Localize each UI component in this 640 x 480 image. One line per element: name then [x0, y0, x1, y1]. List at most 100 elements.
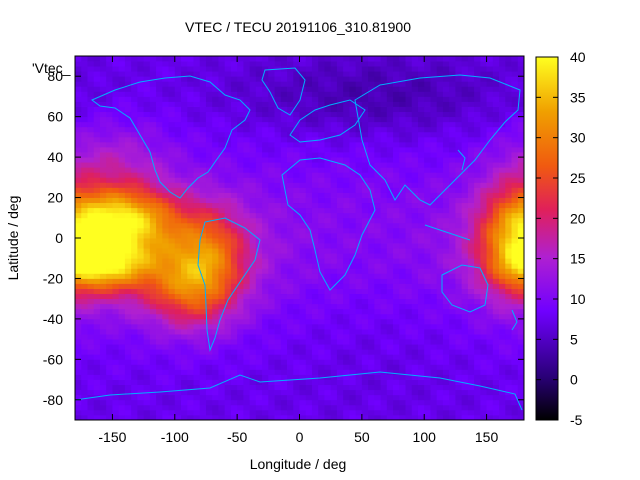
- heatmap-cell: [187, 187, 194, 193]
- heatmap-cell: [355, 258, 363, 264]
- heatmap-cell: [442, 313, 450, 320]
- heatmap-cell: [336, 329, 344, 335]
- heatmap-cell: [243, 172, 251, 178]
- heatmap-cell: [205, 399, 213, 406]
- heatmap-cell: [442, 329, 450, 335]
- heatmap-cell: [336, 379, 344, 386]
- heatmap-cell: [230, 192, 238, 198]
- heatmap-cell: [193, 359, 201, 365]
- heatmap-cell: [411, 86, 419, 92]
- heatmap-cell: [411, 212, 419, 219]
- heatmap-cell: [355, 217, 363, 224]
- heatmap-cell: [255, 197, 263, 204]
- heatmap-cell: [455, 283, 463, 289]
- heatmap-cell: [349, 71, 357, 77]
- heatmap-cell: [374, 217, 381, 224]
- heatmap-cell: [467, 81, 475, 87]
- heatmap-cell: [480, 268, 487, 274]
- heatmap-cell: [280, 379, 288, 386]
- heatmap-cell: [424, 384, 431, 391]
- heatmap-cell: [361, 212, 369, 219]
- heatmap-cell: [168, 81, 176, 87]
- heatmap-cell: [156, 202, 163, 209]
- heatmap-cell: [380, 329, 388, 335]
- heatmap-cell: [393, 177, 400, 183]
- heatmap-cell: [368, 152, 375, 158]
- heatmap-cell: [106, 263, 113, 269]
- heatmap-cell: [93, 394, 101, 401]
- heatmap-cell: [511, 409, 519, 416]
- heatmap-cell: [399, 399, 406, 406]
- heatmap-cell: [112, 389, 120, 396]
- heatmap-cell: [324, 202, 332, 209]
- heatmap-cell: [492, 96, 500, 102]
- heatmap-cell: [343, 404, 350, 411]
- heatmap-cell: [81, 323, 88, 330]
- heatmap-cell: [81, 313, 88, 320]
- heatmap-cell: [430, 344, 438, 350]
- heatmap-cell: [299, 243, 307, 249]
- heatmap-cell: [467, 374, 475, 380]
- heatmap-cell: [299, 111, 307, 118]
- heatmap-cell: [118, 106, 126, 113]
- heatmap-cell: [81, 374, 88, 380]
- heatmap-cell: [461, 339, 469, 345]
- heatmap-cell: [81, 409, 88, 416]
- heatmap-cell: [436, 268, 444, 274]
- heatmap-cell: [187, 414, 194, 421]
- heatmap-cell: [93, 71, 101, 77]
- heatmap-cell: [299, 414, 307, 421]
- heatmap-cell: [461, 268, 469, 274]
- heatmap-cell: [324, 182, 332, 188]
- heatmap-cell: [393, 359, 400, 365]
- heatmap-cell: [343, 273, 350, 279]
- heatmap-cell: [168, 207, 176, 214]
- heatmap-cell: [474, 369, 481, 375]
- heatmap-cell: [149, 66, 157, 72]
- heatmap-cell: [424, 227, 431, 234]
- heatmap-cell: [249, 253, 257, 259]
- heatmap-cell: [218, 101, 226, 107]
- heatmap-cell: [274, 243, 282, 249]
- heatmap-cell: [411, 71, 419, 77]
- heatmap-cell: [118, 116, 126, 123]
- heatmap-cell: [368, 162, 375, 168]
- heatmap-cell: [237, 157, 244, 163]
- heatmap-cell: [492, 91, 500, 97]
- heatmap-cell: [474, 162, 481, 168]
- heatmap-cell: [230, 283, 238, 289]
- heatmap-cell: [268, 227, 275, 234]
- heatmap-cell: [393, 384, 400, 391]
- heatmap-cell: [205, 374, 213, 380]
- heatmap-cell: [255, 303, 263, 310]
- heatmap-cell: [230, 409, 238, 416]
- heatmap-cell: [399, 157, 406, 163]
- heatmap-cell: [224, 157, 232, 163]
- heatmap-cell: [393, 298, 400, 305]
- heatmap-cell: [386, 298, 394, 305]
- heatmap-cell: [349, 202, 357, 209]
- heatmap-cell: [149, 147, 157, 153]
- heatmap-cell: [349, 232, 357, 239]
- heatmap-cell: [162, 268, 169, 274]
- heatmap-cell: [205, 106, 213, 113]
- heatmap-cell: [374, 76, 381, 82]
- heatmap-cell: [486, 293, 494, 300]
- heatmap-cell: [287, 344, 294, 350]
- heatmap-cell: [361, 404, 369, 411]
- heatmap-cell: [430, 273, 438, 279]
- heatmap-cell: [355, 212, 363, 219]
- heatmap-cell: [417, 414, 425, 421]
- heatmap-cell: [224, 207, 232, 214]
- heatmap-cell: [399, 238, 406, 244]
- heatmap-cell: [399, 96, 406, 102]
- heatmap-cell: [131, 197, 138, 204]
- heatmap-cell: [318, 268, 325, 274]
- heatmap-cell: [287, 126, 294, 133]
- heatmap-cell: [268, 116, 275, 123]
- heatmap-cell: [243, 207, 251, 214]
- heatmap-cell: [449, 217, 456, 224]
- heatmap-cell: [137, 268, 144, 274]
- heatmap-cell: [424, 81, 431, 87]
- heatmap-cell: [517, 222, 525, 229]
